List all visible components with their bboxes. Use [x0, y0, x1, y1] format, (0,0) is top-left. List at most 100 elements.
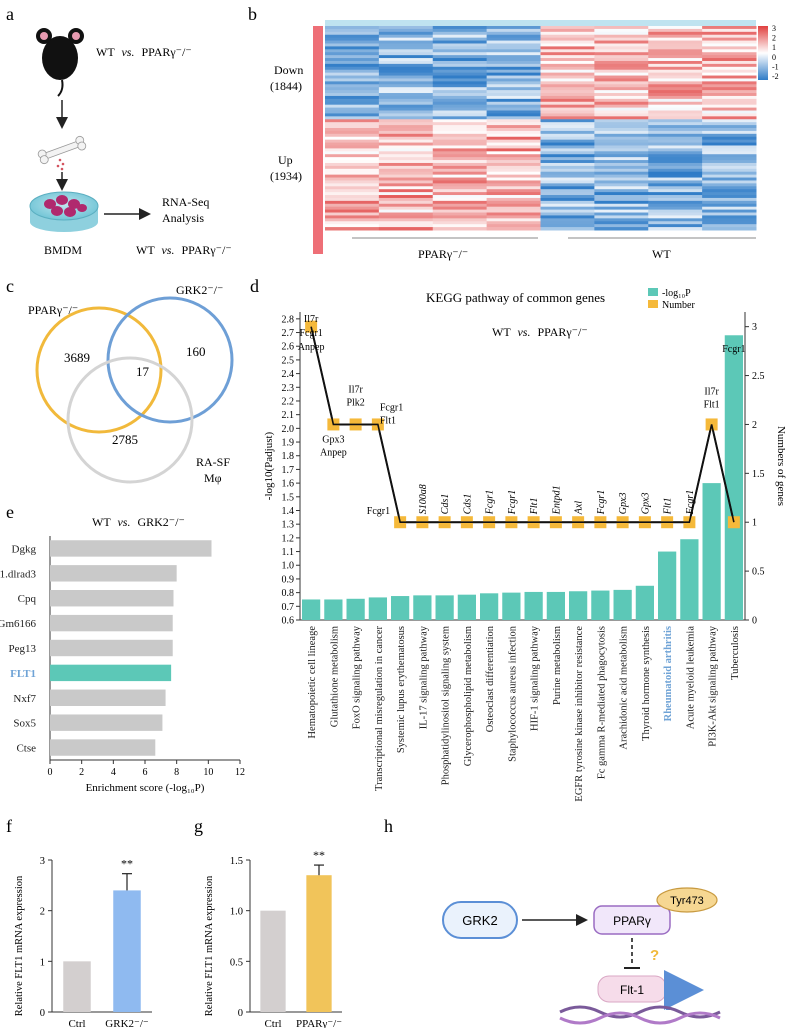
side-bar-down-up — [313, 26, 323, 254]
heatmap-cell — [325, 203, 380, 208]
heatmap-cell — [702, 203, 757, 208]
heatmap-cell — [702, 227, 757, 231]
category-label: Hematopoietic cell lineage — [307, 626, 318, 739]
heatmap-cell — [648, 206, 703, 211]
heatmap-cell — [486, 26, 541, 30]
heatmap-cell — [594, 189, 649, 193]
y-tick-label: 1.5 — [230, 856, 243, 867]
heatmap-cell — [486, 203, 541, 208]
gene-label: Fcgr1 — [367, 506, 390, 517]
heatmap-cell — [540, 165, 595, 170]
y2-axis-title: Numbers of genes — [775, 426, 787, 506]
heatmap-cell — [378, 177, 434, 181]
heatmap-cell — [325, 139, 380, 144]
heatmap-cell — [432, 75, 488, 79]
heatmap-cell — [648, 98, 703, 103]
venn-count-common: 17 — [136, 364, 150, 379]
gene-label: Flt1 — [704, 399, 720, 410]
heatmap-cell — [648, 87, 703, 91]
heatmap-cell — [432, 107, 488, 112]
heatmap-cell — [325, 95, 380, 100]
heatmap-cell — [486, 206, 541, 211]
y-axis-title: -log10(Padjust) — [263, 431, 275, 500]
heatmap-cell — [540, 72, 595, 77]
heatmap-cell — [378, 154, 434, 158]
heatmap-cell — [325, 81, 380, 85]
heatmap-cell — [540, 104, 595, 109]
heatmap-cell — [432, 72, 488, 77]
heatmap-cell — [432, 26, 488, 30]
x-tick-label: 0 — [48, 767, 53, 778]
gene-label: Plk2 — [346, 397, 364, 408]
heatmap-cell — [486, 75, 541, 79]
heatmap-cell — [432, 128, 488, 132]
heatmap-cell — [702, 142, 757, 146]
heatmap-cell — [702, 40, 757, 44]
heatmap-cell — [648, 148, 703, 152]
heatmap-cell — [432, 90, 488, 94]
cell-drops-icon — [56, 158, 65, 171]
heatmap-cell — [648, 72, 703, 77]
heatmap-cell — [702, 72, 757, 77]
heatmap-cell — [378, 52, 434, 56]
heatmap-cell — [648, 157, 703, 161]
heatmap-cell — [648, 174, 703, 179]
heatmap-cell — [325, 122, 380, 126]
heatmap-cell — [540, 151, 595, 155]
heatmap-cell — [540, 40, 595, 44]
heatmap-cell — [432, 119, 488, 123]
heatmap-cell — [594, 162, 649, 167]
heatmap-cell — [325, 133, 380, 138]
heatmap-cell — [486, 151, 541, 155]
heatmap-cell — [432, 197, 488, 202]
heatmap-cell — [432, 87, 488, 91]
y-axis-title: Relative FLT1 mRNA expression — [204, 875, 215, 1016]
heatmap-cell — [648, 107, 703, 112]
heatmap-cell — [594, 174, 649, 179]
heatmap-cell — [432, 206, 488, 211]
heatmap-cell — [648, 142, 703, 146]
heatmap-cell — [594, 60, 649, 65]
heatmap-cell — [648, 110, 703, 114]
heatmap-cell — [702, 171, 757, 176]
heatmap-cell — [648, 66, 703, 71]
expression-bar — [306, 875, 332, 1012]
heatmap-cell — [325, 116, 380, 120]
heatmap-cell — [486, 43, 541, 47]
y-tick-label: 0.8 — [282, 588, 295, 599]
heatmap-cell — [432, 151, 488, 155]
y-tick-label: 0 — [40, 1008, 45, 1019]
bone-icon — [37, 135, 87, 165]
y-tick-label: 1.0 — [230, 907, 243, 918]
heatmap-cell — [648, 200, 703, 205]
heatmap-cell — [325, 104, 380, 109]
heatmap-cell — [325, 160, 380, 164]
panel-letter-d: d — [250, 276, 259, 296]
bottom-comparison-vs: vs. — [161, 243, 174, 257]
heatmap-cell — [486, 110, 541, 114]
panel-letter-e: e — [6, 502, 14, 522]
heatmap-cell — [648, 101, 703, 106]
heatmap-cell — [594, 63, 649, 68]
panel-letter-b: b — [248, 4, 257, 24]
heatmap-cell — [702, 148, 757, 152]
heatmap-cell — [540, 200, 595, 205]
bottom-comparison-b: PPARγ⁻/⁻ — [181, 243, 231, 257]
kegg-bar — [569, 591, 588, 620]
y2-tick-label: 0 — [752, 616, 757, 627]
heatmap-cell — [325, 34, 380, 39]
heatmap-cell — [702, 31, 757, 36]
heatmap-cell — [486, 218, 541, 222]
heatmap-cell — [378, 224, 434, 228]
heatmap-cell — [325, 90, 380, 94]
heatmap-cell — [540, 154, 595, 158]
heatmap-cell — [325, 165, 380, 170]
enrichment-bar — [50, 614, 173, 632]
heatmap-cell — [702, 195, 757, 199]
heatmap-cell — [594, 192, 649, 196]
kegg-bar — [480, 593, 499, 620]
heatmap-cell — [594, 227, 649, 231]
y-tick-label: 1.8 — [282, 451, 295, 462]
heatmap-cell — [648, 43, 703, 47]
y-tick-label: 2.0 — [282, 424, 295, 435]
